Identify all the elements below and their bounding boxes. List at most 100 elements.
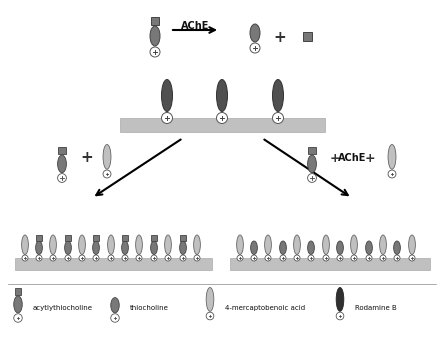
Ellipse shape [135,235,143,254]
Circle shape [58,174,67,182]
Text: AChE: AChE [181,21,209,31]
Circle shape [308,255,314,261]
Ellipse shape [217,80,227,112]
Bar [302,31,312,40]
Ellipse shape [93,241,99,254]
Ellipse shape [14,296,22,313]
Bar [93,235,99,241]
Text: AChE: AChE [338,153,366,163]
Ellipse shape [250,24,260,42]
Circle shape [151,255,157,261]
Circle shape [136,255,142,261]
Circle shape [79,255,85,261]
Bar [230,258,430,270]
Circle shape [108,255,114,261]
Circle shape [180,255,186,261]
Ellipse shape [22,235,28,254]
Bar [65,235,71,241]
Ellipse shape [308,155,317,173]
Circle shape [206,312,214,320]
Ellipse shape [280,241,286,254]
Circle shape [22,255,28,261]
Ellipse shape [151,241,157,254]
Ellipse shape [323,235,329,254]
Circle shape [93,255,99,261]
Circle shape [14,314,22,322]
Circle shape [103,170,111,178]
Ellipse shape [408,235,416,254]
Text: +: + [365,152,375,164]
Ellipse shape [79,235,85,254]
Circle shape [273,113,284,123]
Circle shape [50,255,56,261]
Circle shape [111,314,119,322]
Text: acytlythiocholine: acytlythiocholine [33,305,93,311]
Ellipse shape [107,235,115,254]
Circle shape [237,255,243,261]
Ellipse shape [265,235,271,254]
Ellipse shape [250,241,258,254]
Ellipse shape [237,235,243,254]
Circle shape [194,255,200,261]
Circle shape [280,255,286,261]
Circle shape [162,113,173,123]
Ellipse shape [165,235,171,254]
Circle shape [36,255,42,261]
Ellipse shape [180,241,186,254]
Text: +: + [330,152,340,164]
Circle shape [251,255,257,261]
Bar [151,235,157,241]
Bar [120,118,325,132]
Bar [151,17,159,25]
Ellipse shape [394,241,400,254]
Text: +: + [81,151,93,165]
Bar [15,288,21,295]
Ellipse shape [380,235,386,254]
Ellipse shape [365,241,373,254]
Ellipse shape [50,235,56,254]
Ellipse shape [36,241,42,254]
Circle shape [351,255,357,261]
Bar [123,235,127,241]
Circle shape [150,47,160,57]
Circle shape [294,255,300,261]
Circle shape [409,255,415,261]
Text: +: + [274,31,286,45]
Ellipse shape [162,80,173,112]
Ellipse shape [65,241,71,254]
Circle shape [380,255,386,261]
Text: 4-mercaptobenoic acid: 4-mercaptobenoic acid [225,305,305,311]
Ellipse shape [293,235,301,254]
Circle shape [336,312,344,320]
Ellipse shape [351,235,357,254]
Ellipse shape [194,235,200,254]
Bar [15,258,212,270]
Circle shape [366,255,372,261]
Ellipse shape [122,241,128,254]
Circle shape [217,113,227,123]
Circle shape [394,255,400,261]
Bar [180,235,186,241]
Circle shape [337,255,343,261]
Text: thiocholine: thiocholine [130,305,169,311]
Bar [36,235,42,241]
Ellipse shape [111,298,119,313]
Ellipse shape [150,26,160,46]
Ellipse shape [103,145,111,169]
Circle shape [308,174,317,182]
Ellipse shape [206,287,214,311]
Circle shape [250,43,260,53]
Circle shape [65,255,71,261]
Ellipse shape [273,80,284,112]
Circle shape [165,255,171,261]
Bar [309,147,316,154]
Circle shape [122,255,128,261]
Ellipse shape [308,241,314,254]
Ellipse shape [388,145,396,169]
Ellipse shape [337,241,343,254]
Circle shape [265,255,271,261]
Text: Rodamine B: Rodamine B [355,305,397,311]
Circle shape [323,255,329,261]
Ellipse shape [58,155,67,173]
Ellipse shape [336,287,344,311]
